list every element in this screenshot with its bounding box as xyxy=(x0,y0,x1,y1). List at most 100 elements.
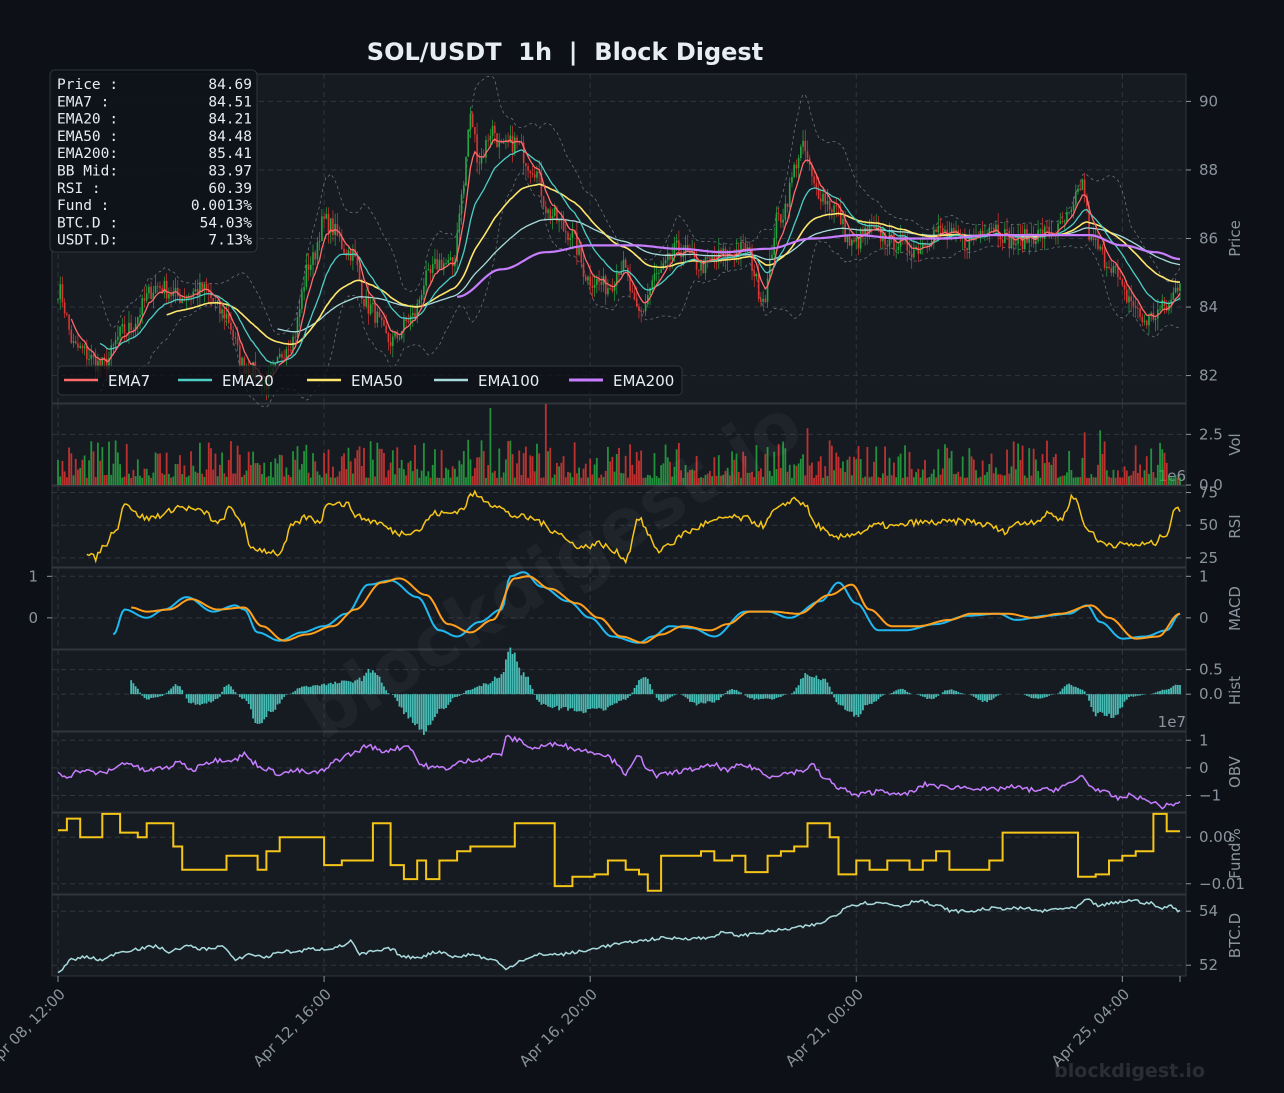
hist-bar xyxy=(332,684,334,695)
hist-bar xyxy=(813,677,816,695)
candle-body xyxy=(744,242,747,252)
volume-bar xyxy=(1179,477,1181,485)
hist-bar xyxy=(582,694,585,714)
volume-bar xyxy=(642,477,645,485)
hist-bar xyxy=(640,678,643,695)
volume-bar xyxy=(307,472,310,485)
volume-bar xyxy=(387,470,390,485)
hist-bar xyxy=(819,680,822,695)
volume-bar xyxy=(709,470,711,485)
candle-body xyxy=(343,248,345,253)
candle-body xyxy=(181,298,183,304)
candle-body xyxy=(105,358,108,370)
hist-bar xyxy=(199,694,201,706)
candle-body xyxy=(604,276,607,295)
volume-bar xyxy=(165,452,168,485)
candle-body xyxy=(148,286,150,294)
hist-bar xyxy=(476,686,478,695)
volume-bar xyxy=(316,471,319,485)
candle-body xyxy=(278,354,281,358)
hist-bar xyxy=(1074,686,1077,695)
volume-bar xyxy=(644,477,647,485)
volume-bar xyxy=(391,450,394,485)
volume-bar xyxy=(314,461,317,485)
candle-body xyxy=(287,349,290,351)
info-box: Price : 84.69 EMA7 : 84.51 EMA20 : 84.21 EMA50… xyxy=(49,69,258,253)
candle-body xyxy=(79,345,81,348)
volume-bar xyxy=(1110,477,1113,485)
volume-bar xyxy=(600,474,603,485)
hist-bar xyxy=(930,694,933,700)
hist-bar xyxy=(296,688,299,695)
volume-bar xyxy=(1030,475,1033,485)
hist-bar xyxy=(327,683,330,695)
candle-body xyxy=(201,282,203,291)
legend: EMA7 EMA20 EMA50 EMA100 EMA200 xyxy=(57,365,683,396)
volume-bar xyxy=(983,475,986,485)
candle-body xyxy=(935,229,937,233)
hist-bar xyxy=(340,680,343,695)
hist-bar xyxy=(850,694,853,712)
candle-body xyxy=(425,270,427,286)
volume-bar xyxy=(702,477,705,485)
candle-body xyxy=(724,248,727,260)
volume-bar xyxy=(460,464,463,485)
candle-body xyxy=(1159,308,1161,310)
candle-body xyxy=(392,336,394,347)
candle-body xyxy=(578,247,580,255)
candle-body xyxy=(365,297,368,307)
volume-bar xyxy=(469,459,472,485)
hist-bar xyxy=(325,685,328,695)
hist-bar xyxy=(697,694,700,704)
hist-bar xyxy=(1026,694,1028,696)
candle-body xyxy=(447,259,450,264)
candle-body xyxy=(855,237,858,242)
candle-body xyxy=(301,291,303,309)
ytick-label-hist-0: 0.0 xyxy=(1199,685,1223,703)
hist-bar xyxy=(740,692,742,695)
ylabel-macd: MACD xyxy=(1226,586,1244,631)
volume-bar xyxy=(1010,466,1013,485)
volume-bar xyxy=(1114,477,1117,485)
volume-bar xyxy=(1003,475,1006,485)
hist-bar xyxy=(784,694,787,695)
volume-bar xyxy=(527,477,529,485)
hist-bar xyxy=(533,694,536,695)
candle-body xyxy=(1023,229,1026,250)
hist-bar xyxy=(159,694,161,697)
hist-bar xyxy=(134,686,137,695)
volume-bar xyxy=(179,455,181,485)
volume-bar xyxy=(848,456,851,485)
volume-bar xyxy=(327,449,330,485)
volume-bar xyxy=(371,459,374,485)
candle-body xyxy=(1161,300,1164,309)
volume-bar xyxy=(261,474,263,485)
candle-body xyxy=(844,218,846,243)
candle-body xyxy=(538,171,540,173)
hist-bar xyxy=(1097,694,1099,714)
hist-bar xyxy=(824,678,827,695)
hist-bar xyxy=(795,687,798,695)
volume-bar xyxy=(434,449,436,485)
hist-bar xyxy=(691,694,694,703)
hist-bar xyxy=(660,694,663,702)
candle-body xyxy=(642,311,645,312)
volume-bar xyxy=(815,475,818,485)
volume-bar xyxy=(737,471,740,485)
volume-bar xyxy=(77,469,79,485)
candle-body xyxy=(647,295,649,305)
volume-bar xyxy=(303,451,306,485)
hist-bar xyxy=(323,683,325,695)
candle-body xyxy=(533,174,536,178)
hist-bar xyxy=(418,694,421,730)
volume-bar xyxy=(855,459,858,485)
volume-bar xyxy=(449,477,452,485)
volume-bar xyxy=(961,456,964,485)
volume-bar xyxy=(569,472,572,485)
volume-bar xyxy=(422,443,425,485)
candle-body xyxy=(813,176,815,184)
volume-bar xyxy=(152,472,155,485)
ytick-label-price-2: 86 xyxy=(1199,230,1218,248)
candle-body xyxy=(1125,289,1128,303)
candle-body xyxy=(74,341,77,344)
